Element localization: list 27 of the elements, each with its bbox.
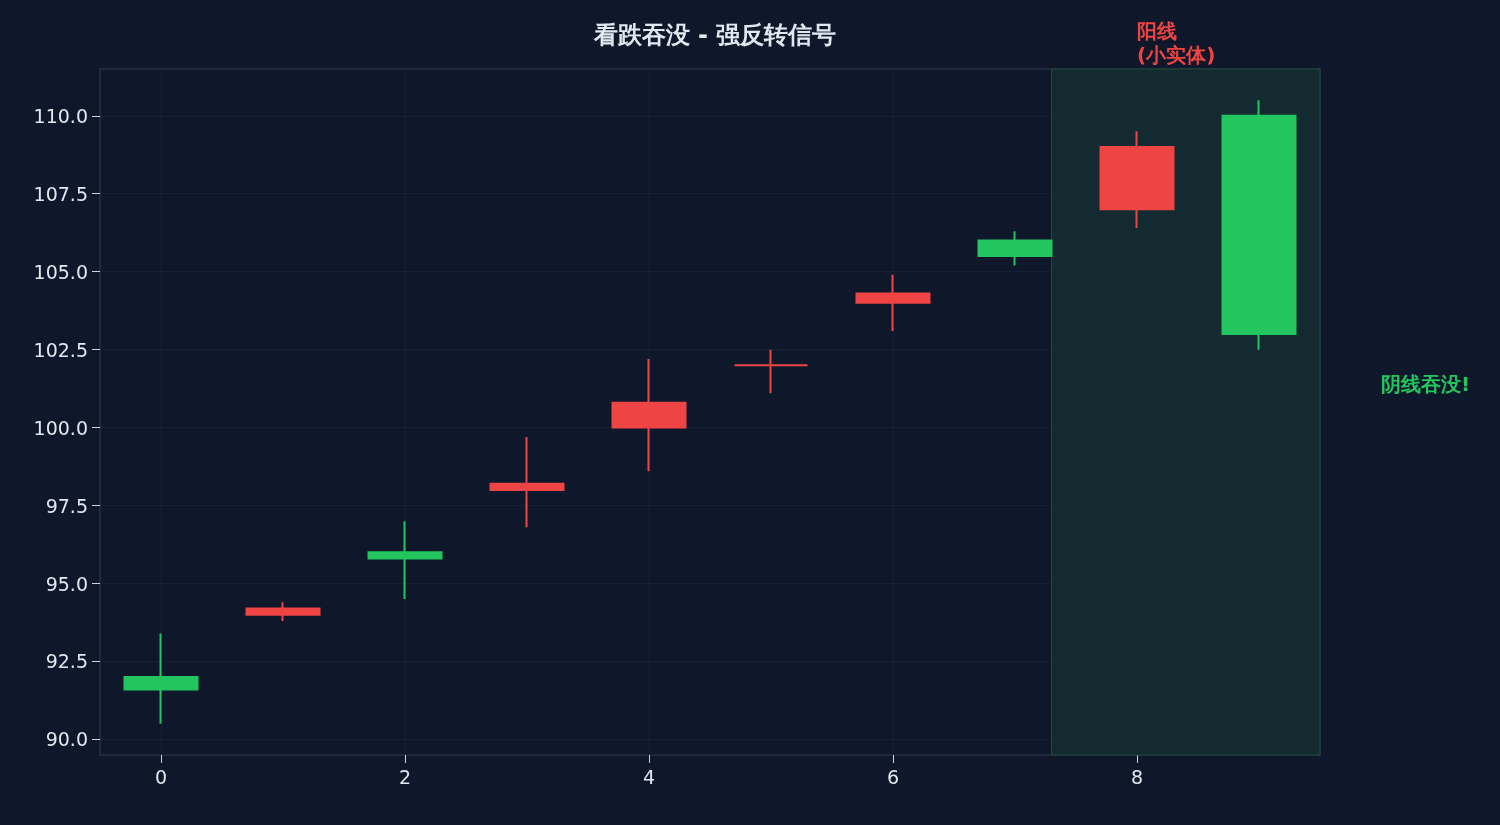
- candlestick: [977, 230, 1053, 267]
- candlestick: [1221, 99, 1297, 351]
- candlestick: [245, 601, 321, 622]
- y-tick-label: 95.0: [45, 572, 88, 595]
- candlestick: [123, 632, 199, 725]
- y-tick-label: 110.0: [33, 104, 88, 127]
- candlestick: [367, 520, 443, 601]
- y-tick-label: 90.0: [45, 728, 88, 751]
- candlestick: [611, 357, 687, 473]
- y-tick-label: 107.5: [33, 182, 88, 205]
- y-tick-label: 105.0: [33, 260, 88, 283]
- candlestick: [733, 348, 809, 395]
- x-tick-label: 2: [398, 765, 412, 788]
- y-tick-label: 102.5: [33, 338, 88, 361]
- y-tick-label: 97.5: [45, 494, 88, 517]
- x-tick-label: 8: [1130, 765, 1144, 788]
- y-tick-label: 100.0: [33, 416, 88, 439]
- y-tick-label: 92.5: [45, 650, 88, 673]
- x-tick-label: 4: [642, 765, 656, 788]
- candlestick: [489, 435, 565, 529]
- chart-title: 看跌吞没 - 强反转信号: [592, 21, 837, 49]
- text: 阳线 (小实体): [1137, 19, 1216, 67]
- x-tick-label: 6: [886, 765, 900, 788]
- x-tick-label: 0: [154, 765, 168, 788]
- candlestick: [1099, 130, 1175, 230]
- candlestick: [855, 273, 931, 332]
- text: 阴线吞没!: [1381, 372, 1471, 397]
